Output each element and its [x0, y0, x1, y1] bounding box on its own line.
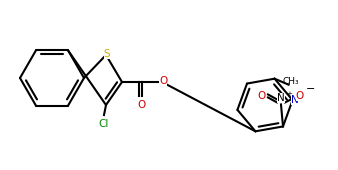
Text: −: − — [306, 84, 315, 95]
Text: +: + — [286, 91, 292, 97]
Text: O: O — [138, 100, 146, 110]
Text: CH₃: CH₃ — [283, 77, 299, 86]
Text: O: O — [296, 91, 304, 101]
Text: S: S — [104, 49, 110, 59]
Text: N: N — [291, 95, 298, 105]
Text: Cl: Cl — [99, 119, 109, 129]
Text: N: N — [277, 94, 285, 104]
Text: O: O — [258, 91, 266, 101]
Text: O: O — [159, 76, 167, 86]
